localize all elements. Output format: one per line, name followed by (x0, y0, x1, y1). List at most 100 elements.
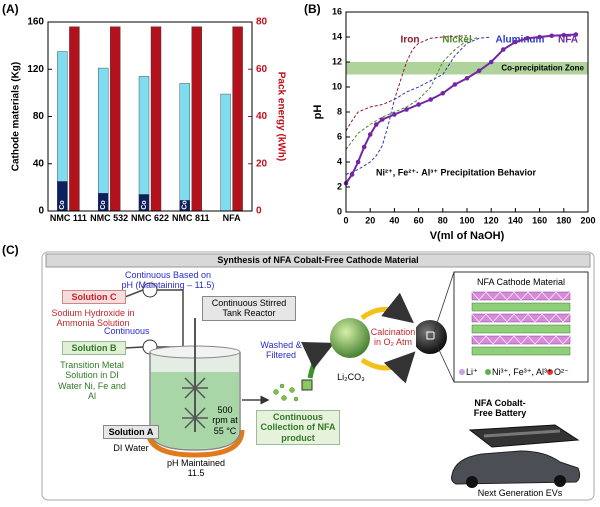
x-tick-label-box: NFA (223, 214, 241, 223)
bar (69, 26, 80, 212)
y2-tick-label: 20 (256, 158, 268, 169)
bar (232, 26, 243, 212)
legend-dot (459, 369, 465, 375)
car (451, 450, 581, 485)
bar (138, 76, 150, 212)
x-tick-label: 20 (365, 215, 375, 225)
point (440, 90, 446, 96)
x-tick-label: 160 (532, 215, 547, 225)
solution-c: Solution C (62, 290, 126, 305)
point (367, 132, 373, 137)
y2-tick-label: 80 (256, 17, 268, 28)
bar-label: Co (182, 200, 189, 209)
bar (109, 26, 121, 212)
y-tick-label: 10 (332, 81, 342, 91)
legend-text: Li⁺ (466, 367, 478, 377)
bar (97, 67, 109, 212)
y2-tick-label: 40 (256, 111, 268, 122)
point (452, 82, 458, 87)
blades (182, 377, 208, 429)
x-tick-label: 120 (484, 215, 499, 225)
x-tick-label: NMC 622 (130, 214, 169, 223)
note: Ni²⁺, Fe²⁺· Al³⁺ Precipitation Behavior (376, 167, 536, 177)
y-tick-label: 2 (337, 181, 342, 191)
point (476, 68, 482, 74)
feed-control: Continuous Based on pH (Maintaining – 11… (121, 270, 215, 291)
cathode-sphere (413, 320, 447, 354)
battery-cells (483, 429, 561, 438)
cathode-label: NFA Cathode Material (476, 277, 566, 287)
feed-b: Continuous (104, 326, 150, 336)
precursor: Li₂CO₃ (337, 372, 365, 382)
x-tick-label: 40 (389, 215, 399, 225)
x-tick-label: 60 (414, 215, 424, 225)
wash: Washed & Filtered (260, 340, 302, 361)
panel-frame (41, 251, 595, 501)
curve (345, 33, 576, 184)
band-label: Co-precipitation Zone (501, 63, 584, 72)
plot-frame (47, 21, 253, 212)
wheel (466, 476, 478, 488)
point (355, 159, 361, 165)
legend-dot (485, 369, 491, 375)
dashed-curve (345, 35, 468, 132)
transfer-arrow (301, 341, 335, 379)
y-tick-label: 0 (337, 206, 342, 216)
dashed-curve (345, 36, 492, 175)
point (513, 39, 518, 45)
x-tick-label-box: NMC 622 (130, 214, 169, 223)
point (537, 34, 542, 40)
y-axis-label: Cathode materials (Kg) (11, 62, 22, 171)
point (573, 32, 579, 37)
x-tick-label-box: NMC 532 (90, 214, 128, 223)
bar-label: Co (141, 200, 148, 209)
legend-dot (547, 369, 553, 375)
point (349, 172, 355, 177)
legend-text: Ni³⁺, Fe³⁺, Al³⁺ (492, 367, 552, 377)
x-tick-label-box: NMC 811 (172, 214, 210, 223)
x-tick-label: NMC 111 (49, 214, 87, 223)
bar (150, 26, 162, 212)
heat-arrow (360, 292, 414, 324)
y-tick-label: 6 (337, 131, 342, 141)
point (525, 35, 530, 41)
solution-a: Solution A (103, 425, 159, 440)
band (346, 62, 588, 75)
y2-axis-label: Pack energy (kWh) (275, 72, 286, 161)
x-tick-label-box: NMC 111 (49, 214, 87, 223)
particles (273, 383, 299, 402)
solution-b-text: Transition Metal Solution in DI Water Ni… (58, 360, 126, 402)
heater (145, 429, 245, 458)
y-axis-label: pH (312, 105, 324, 120)
series-label: Nickel (442, 35, 472, 46)
wheel (554, 475, 566, 487)
panel-label: (C) (2, 243, 19, 257)
panel-label: (B) (304, 2, 321, 16)
ph: pH Maintained 11.5 (166, 458, 226, 479)
solution-c-text: Sodium Hydroxide in Ammonia Solution (51, 308, 135, 329)
x-tick-label: 140 (508, 215, 523, 225)
y-tick-label: 80 (33, 111, 45, 122)
point (428, 97, 434, 102)
battery-label: NFA Cobalt-Free Battery (473, 398, 527, 419)
particle-zoom (301, 379, 313, 391)
bar (220, 93, 231, 212)
zoom-box (426, 331, 435, 340)
zoom-lines (433, 271, 455, 383)
collection: Continuous Collection of NFA product (256, 410, 340, 446)
reactor-label: Continuous Stirred Tank Reactor (202, 296, 296, 321)
point (404, 107, 409, 112)
diagram-title: Synthesis of NFA Cobalt-Free Cathode Mat… (217, 255, 419, 265)
point (464, 75, 470, 81)
dashed-curve (345, 36, 480, 150)
x-tick-label: NMC 811 (172, 214, 210, 223)
panel-c-shapes (41, 251, 595, 501)
point (561, 32, 567, 38)
bar-label: Co (59, 200, 66, 209)
point (373, 122, 379, 127)
calcination: Calcination in O₂ Atm (370, 327, 416, 348)
x-tick-label: 180 (556, 215, 571, 225)
crystal-structure (471, 291, 571, 356)
